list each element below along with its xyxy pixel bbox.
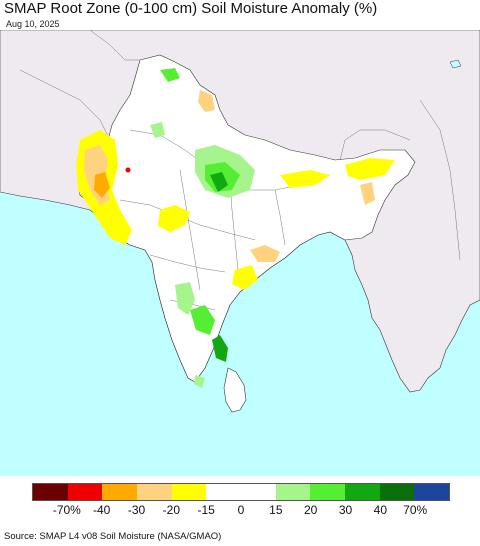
legend-tick-label: -70% — [52, 503, 81, 517]
legend-ticks: -70% -40 -30 -20 -15 0 15 20 30 40 70% — [32, 503, 450, 517]
legend-swatch — [67, 484, 103, 500]
legend-tick-label: 20 — [303, 503, 318, 517]
map-date: Aug 10, 2025 — [6, 19, 60, 29]
sri-lanka — [223, 367, 247, 413]
soil-moisture-map — [0, 30, 480, 476]
legend-swatch — [171, 484, 207, 500]
small-lake — [449, 59, 462, 69]
legend-swatch — [379, 484, 415, 500]
legend-tick-label: 30 — [338, 503, 353, 517]
legend-swatch — [206, 484, 242, 500]
legend-swatch — [310, 484, 346, 500]
legend-tick-label: -15 — [197, 503, 215, 517]
legend-swatch — [33, 484, 68, 500]
legend-swatch — [137, 484, 172, 500]
legend-tick-label: 0 — [237, 503, 245, 517]
dry-anomaly-areas — [76, 90, 395, 290]
source-note: Source: SMAP L4 v08 Soil Moisture (NASA/… — [4, 531, 222, 542]
wet-anomaly-areas — [150, 68, 255, 388]
legend-tick-label: 70% — [403, 503, 428, 517]
color-legend — [32, 483, 450, 501]
legend-tick-label: -30 — [127, 503, 146, 517]
legend-tick-label: -20 — [162, 503, 180, 517]
legend-swatch — [241, 484, 276, 500]
legend-swatch — [275, 484, 311, 500]
legend-swatch — [414, 484, 450, 500]
legend-tick-label: 40 — [373, 503, 388, 517]
legend-tick-label: 15 — [269, 503, 283, 517]
legend-swatch — [345, 484, 380, 500]
legend-tick-label: -40 — [92, 503, 111, 517]
legend-swatch — [102, 484, 138, 500]
map-title: SMAP Root Zone (0-100 cm) Soil Moisture … — [4, 0, 378, 17]
